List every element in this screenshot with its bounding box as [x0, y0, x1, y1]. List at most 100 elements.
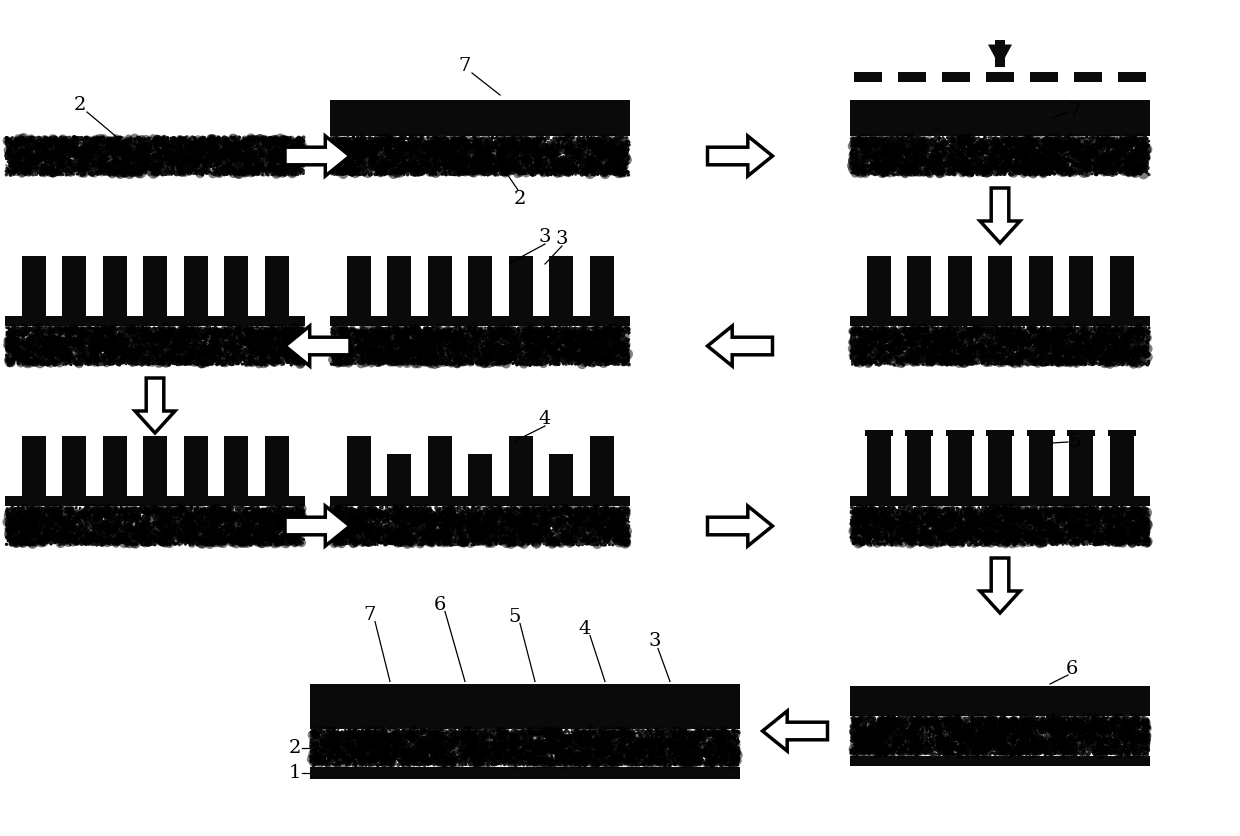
- Point: [361, 149, 381, 162]
- Point: [479, 345, 498, 359]
- Point: [86, 142, 105, 155]
- Point: [243, 168, 263, 181]
- Point: [963, 143, 983, 156]
- Point: [658, 723, 678, 737]
- Point: [1131, 168, 1151, 181]
- Point: [207, 349, 227, 362]
- Point: [1071, 324, 1091, 338]
- Point: [1107, 326, 1127, 339]
- Point: [71, 161, 91, 174]
- Point: [864, 714, 884, 727]
- Point: [27, 503, 47, 517]
- Point: [918, 528, 937, 541]
- Point: [533, 517, 553, 530]
- Point: [610, 132, 630, 145]
- Point: [450, 148, 470, 161]
- Point: [1132, 339, 1152, 352]
- Point: [5, 146, 25, 160]
- Point: [885, 743, 905, 757]
- Point: [120, 502, 140, 516]
- Point: [155, 519, 175, 533]
- Point: [877, 745, 897, 758]
- Point: [724, 749, 744, 762]
- Point: [1029, 341, 1049, 354]
- Point: [516, 503, 536, 517]
- Point: [558, 533, 578, 546]
- Point: [105, 506, 125, 519]
- Point: [1128, 155, 1148, 169]
- Point: [1089, 711, 1109, 724]
- Point: [32, 136, 52, 150]
- Point: [1128, 336, 1148, 349]
- Point: [596, 323, 616, 336]
- Point: [122, 531, 141, 544]
- Polygon shape: [980, 189, 1021, 244]
- Point: [14, 518, 33, 532]
- Point: [21, 529, 41, 543]
- Point: [998, 151, 1018, 165]
- Point: [965, 510, 985, 523]
- Point: [409, 732, 429, 746]
- Point: [113, 160, 133, 173]
- Point: [325, 731, 345, 744]
- Point: [1008, 324, 1028, 338]
- Point: [135, 524, 155, 538]
- Point: [986, 711, 1006, 725]
- Point: [955, 511, 975, 524]
- Point: [967, 533, 987, 547]
- Point: [970, 326, 990, 339]
- Point: [1066, 353, 1086, 366]
- Point: [1068, 340, 1087, 354]
- Point: [1012, 737, 1032, 751]
- Point: [21, 161, 41, 175]
- Point: [848, 135, 868, 149]
- Point: [335, 511, 355, 524]
- Point: [940, 339, 960, 353]
- Point: [1085, 146, 1105, 160]
- Point: [1058, 735, 1078, 748]
- Point: [899, 531, 919, 544]
- Point: [215, 533, 234, 547]
- Point: [368, 357, 388, 370]
- Point: [460, 744, 480, 757]
- Point: [1007, 725, 1027, 738]
- Point: [253, 513, 273, 527]
- Point: [523, 327, 543, 340]
- Point: [40, 356, 60, 370]
- Point: [951, 143, 971, 156]
- Point: [843, 519, 863, 533]
- Point: [444, 148, 464, 161]
- Point: [515, 152, 534, 166]
- Point: [250, 352, 270, 365]
- Point: [126, 322, 146, 335]
- Point: [937, 723, 957, 737]
- Point: [563, 515, 583, 528]
- Point: [148, 506, 167, 519]
- Point: [32, 142, 52, 155]
- Point: [926, 346, 946, 359]
- Point: [253, 145, 273, 158]
- Point: [219, 157, 239, 171]
- Point: [981, 718, 1001, 732]
- Point: [17, 163, 37, 176]
- Point: [215, 161, 234, 175]
- Point: [38, 352, 58, 365]
- Point: [1053, 336, 1073, 349]
- Point: [355, 747, 374, 760]
- Point: [175, 329, 195, 342]
- Point: [547, 329, 567, 342]
- Point: [1043, 323, 1063, 336]
- Point: [593, 141, 613, 155]
- Point: [1127, 327, 1147, 340]
- Point: [202, 533, 222, 547]
- Point: [613, 167, 632, 181]
- Point: [990, 502, 1009, 515]
- Point: [588, 160, 608, 173]
- Point: [467, 511, 487, 524]
- Point: [495, 133, 515, 146]
- Point: [525, 528, 544, 542]
- Point: [413, 150, 433, 164]
- Point: [552, 507, 572, 520]
- Point: [725, 754, 745, 767]
- Point: [423, 136, 443, 150]
